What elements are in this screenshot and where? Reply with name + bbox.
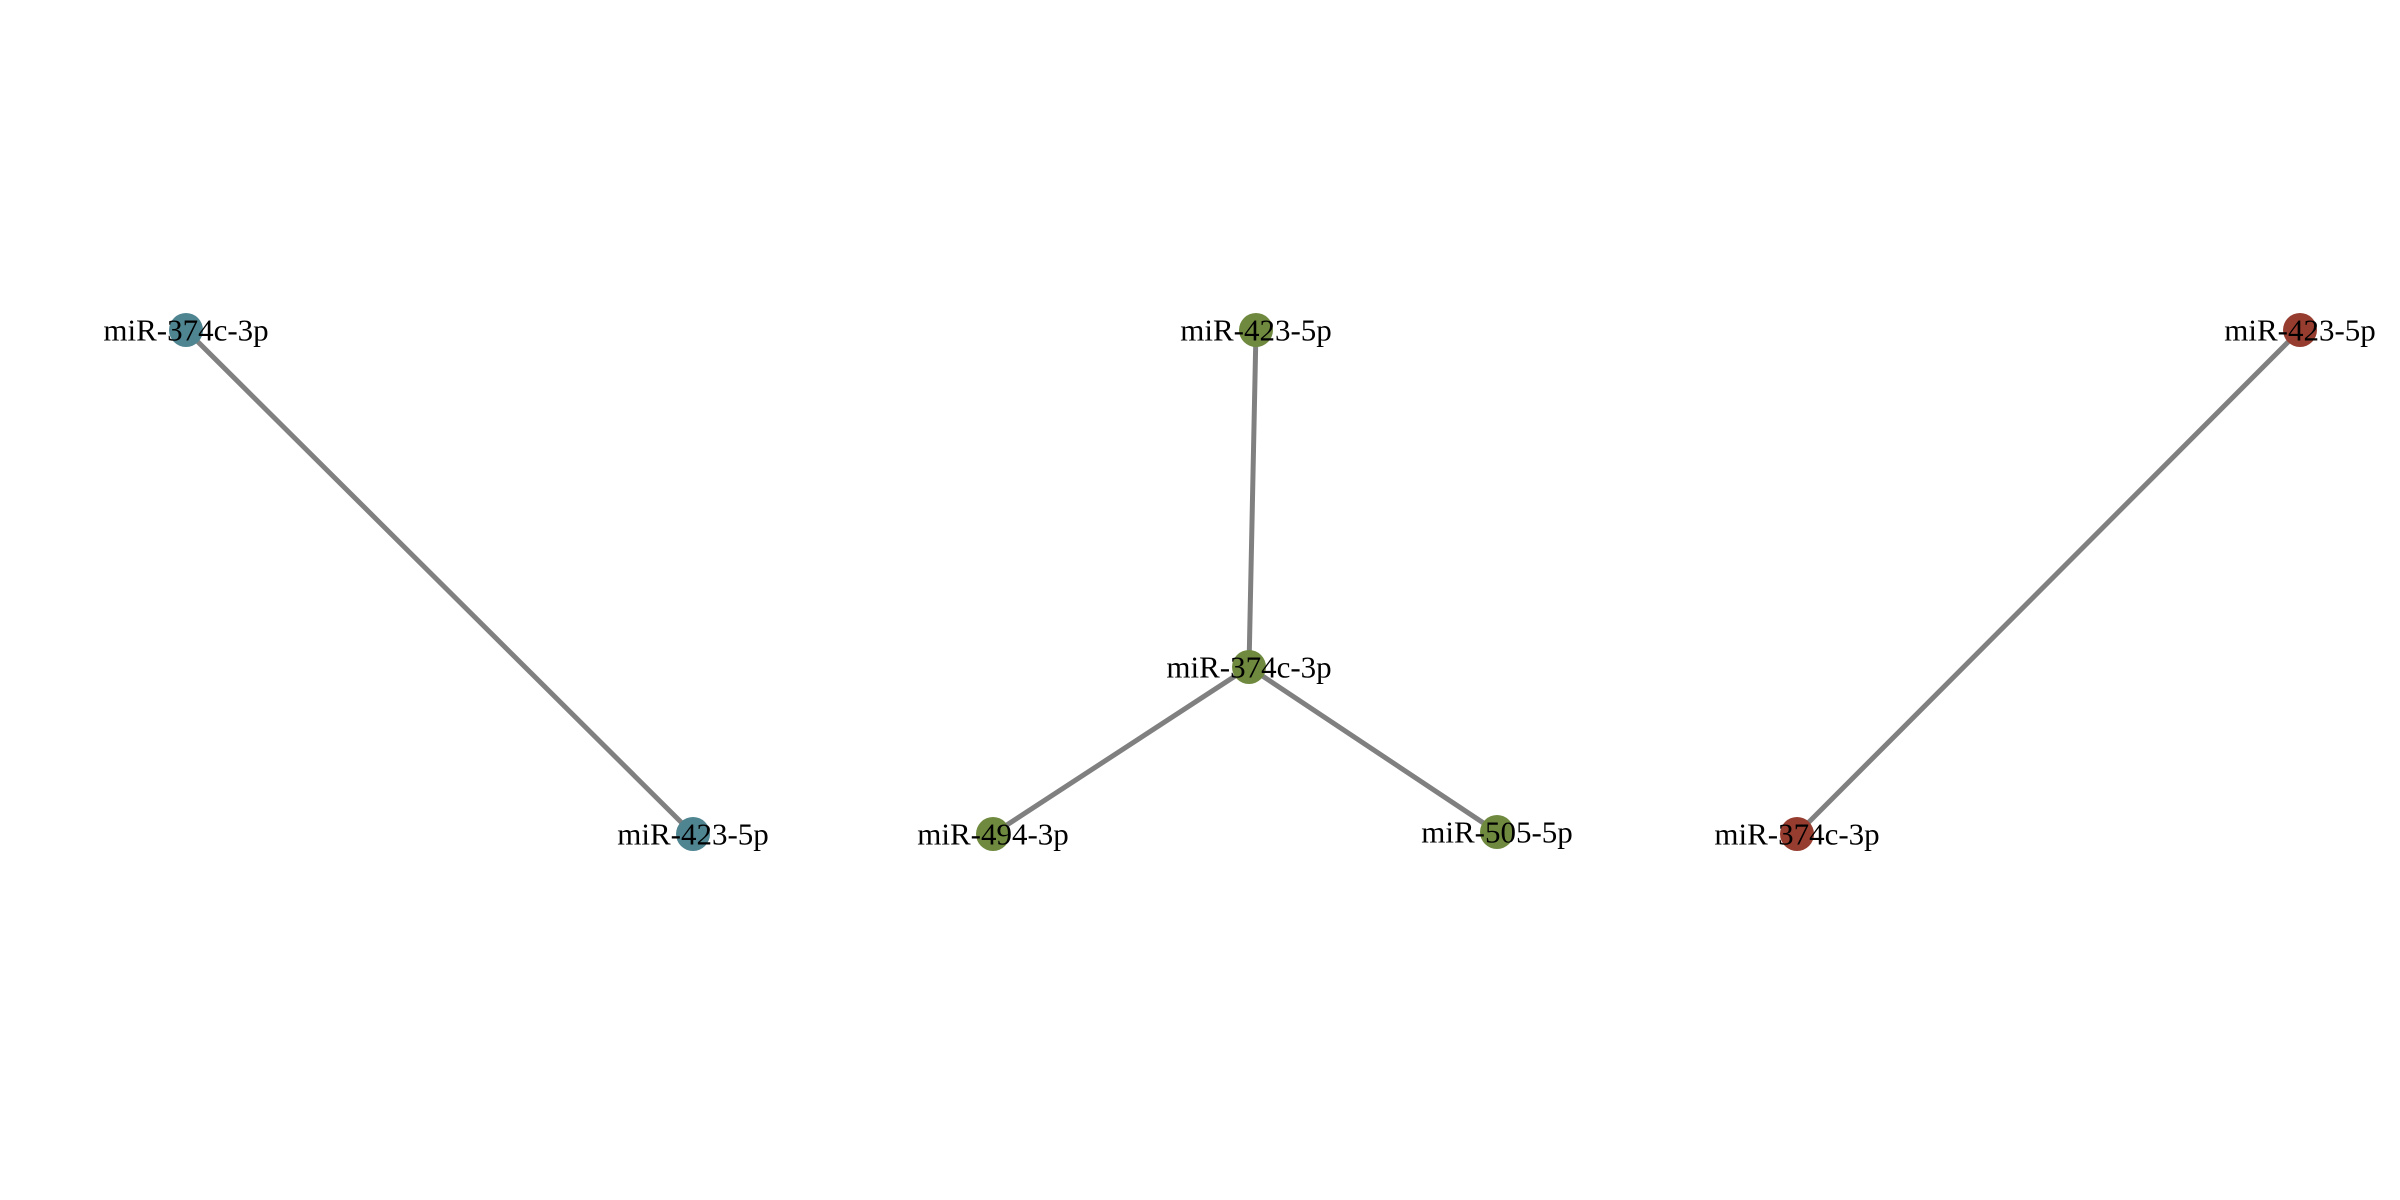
- edge-n4-n6: [1246, 664, 1500, 835]
- node-label-n1: miR-374c-3p: [103, 313, 268, 348]
- node-n6[interactable]: [1480, 815, 1514, 849]
- node-n2[interactable]: [676, 817, 710, 851]
- node-n8[interactable]: [1780, 817, 1814, 851]
- node-n5[interactable]: [976, 817, 1010, 851]
- node-n7[interactable]: [2283, 313, 2317, 347]
- node-label-n6: miR-505-5p: [1421, 815, 1573, 850]
- labels-layer: miR-374c-3p miR-423-5p miR-423-5p miR-374c-…: [103, 313, 2375, 852]
- node-n3[interactable]: [1239, 313, 1273, 347]
- node-label-n3: miR-423-5p: [1180, 313, 1332, 348]
- node-label-n4: miR-374c-3p: [1166, 650, 1331, 685]
- node-label-n7: miR-423-5p: [2224, 313, 2376, 348]
- node-n4[interactable]: [1232, 650, 1266, 684]
- node-n1[interactable]: [169, 313, 203, 347]
- node-label-n8: miR-374c-3p: [1714, 817, 1879, 852]
- nodes-layer: [169, 313, 2317, 851]
- node-label-n5: miR-494-3p: [917, 817, 1069, 852]
- node-label-n2: miR-423-5p: [617, 817, 769, 852]
- edges-layer: [183, 327, 2303, 837]
- edge-n4-n5: [990, 664, 1252, 837]
- edge-n3-n4: [1246, 327, 1259, 670]
- edge-n7-n8: [1794, 327, 2303, 837]
- edge-n1-n2: [183, 327, 696, 837]
